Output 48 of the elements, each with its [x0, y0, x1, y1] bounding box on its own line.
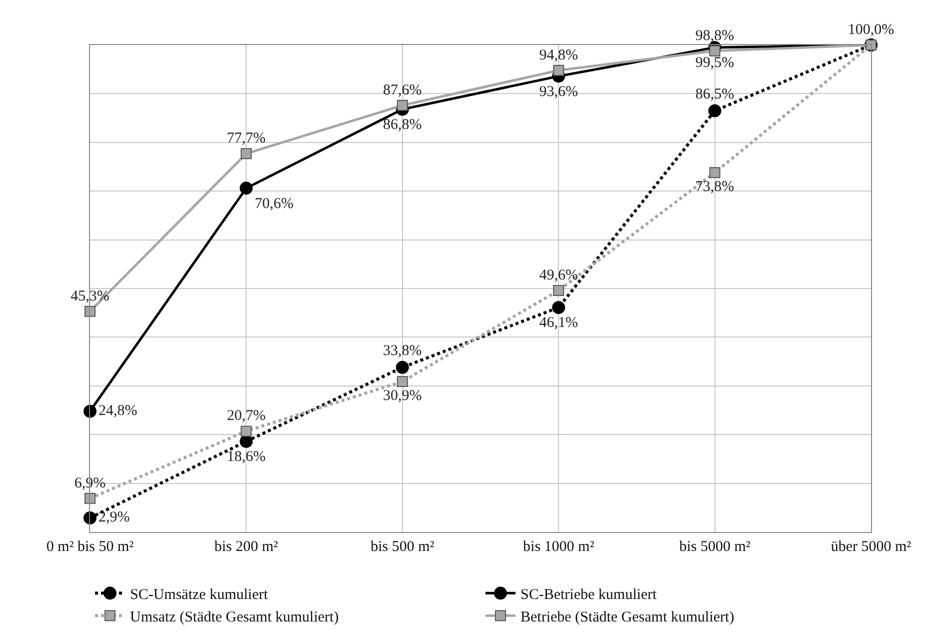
- data-label: 20,7%: [226, 408, 266, 424]
- x-tick-label: bis 5000 m²: [679, 539, 751, 555]
- point: [709, 45, 720, 56]
- point: [84, 404, 96, 418]
- data-label: 70,6%: [254, 196, 294, 212]
- point: [84, 492, 96, 504]
- point: [709, 167, 720, 178]
- data-label: 24,8%: [98, 402, 138, 419]
- data-label: 73,8%: [695, 179, 734, 196]
- data-label: 6,9%: [74, 475, 106, 492]
- point: [396, 360, 409, 374]
- data-label: 98,8%: [695, 28, 734, 44]
- point: [553, 64, 564, 76]
- data-label: 33,8%: [383, 343, 422, 360]
- data-label: 45,3%: [70, 288, 110, 304]
- x-tick-label: bis 1000 m²: [523, 539, 595, 555]
- data-label: 46,1%: [539, 315, 578, 332]
- data-label: 86,8%: [383, 117, 422, 134]
- point: [84, 511, 96, 524]
- data-label: 18,6%: [226, 449, 266, 466]
- point: [552, 300, 566, 314]
- x-tick-label: 0 m² bis 50 m²: [46, 539, 134, 555]
- point: [396, 100, 408, 111]
- point: [553, 284, 564, 296]
- legend-label: Umsatz (Städte Gesamt kumuliert): [130, 610, 339, 626]
- data-label: 49,6%: [539, 267, 578, 284]
- point: [240, 434, 253, 448]
- x-tick-label: über 5000 m²: [830, 539, 912, 555]
- legend-label: SC-Umsätze kumuliert: [130, 587, 269, 604]
- data-label: 93,6%: [539, 84, 578, 100]
- data-label: 30,9%: [383, 388, 422, 404]
- x-tick-label: bis 500 m²: [370, 539, 435, 555]
- point: [240, 182, 253, 195]
- legend-label: Betriebe (Städte Gesamt kumuliert): [520, 610, 734, 626]
- data-label: 94,8%: [539, 47, 578, 64]
- point: [708, 104, 722, 118]
- data-label: 87,6%: [383, 82, 422, 98]
- point: [396, 376, 408, 388]
- data-label: 2,9%: [98, 510, 130, 526]
- x-tick-label: bis 200 m²: [214, 539, 279, 555]
- data-label: 86,5%: [695, 86, 734, 102]
- data-label: 77,7%: [226, 130, 266, 147]
- data-label: 99,5%: [695, 55, 734, 72]
- data-label: 100,0%: [848, 22, 894, 38]
- point: [240, 426, 252, 437]
- point: [84, 306, 96, 317]
- point: [240, 148, 252, 160]
- legend-label: SC-Betriebe kumuliert: [520, 587, 658, 604]
